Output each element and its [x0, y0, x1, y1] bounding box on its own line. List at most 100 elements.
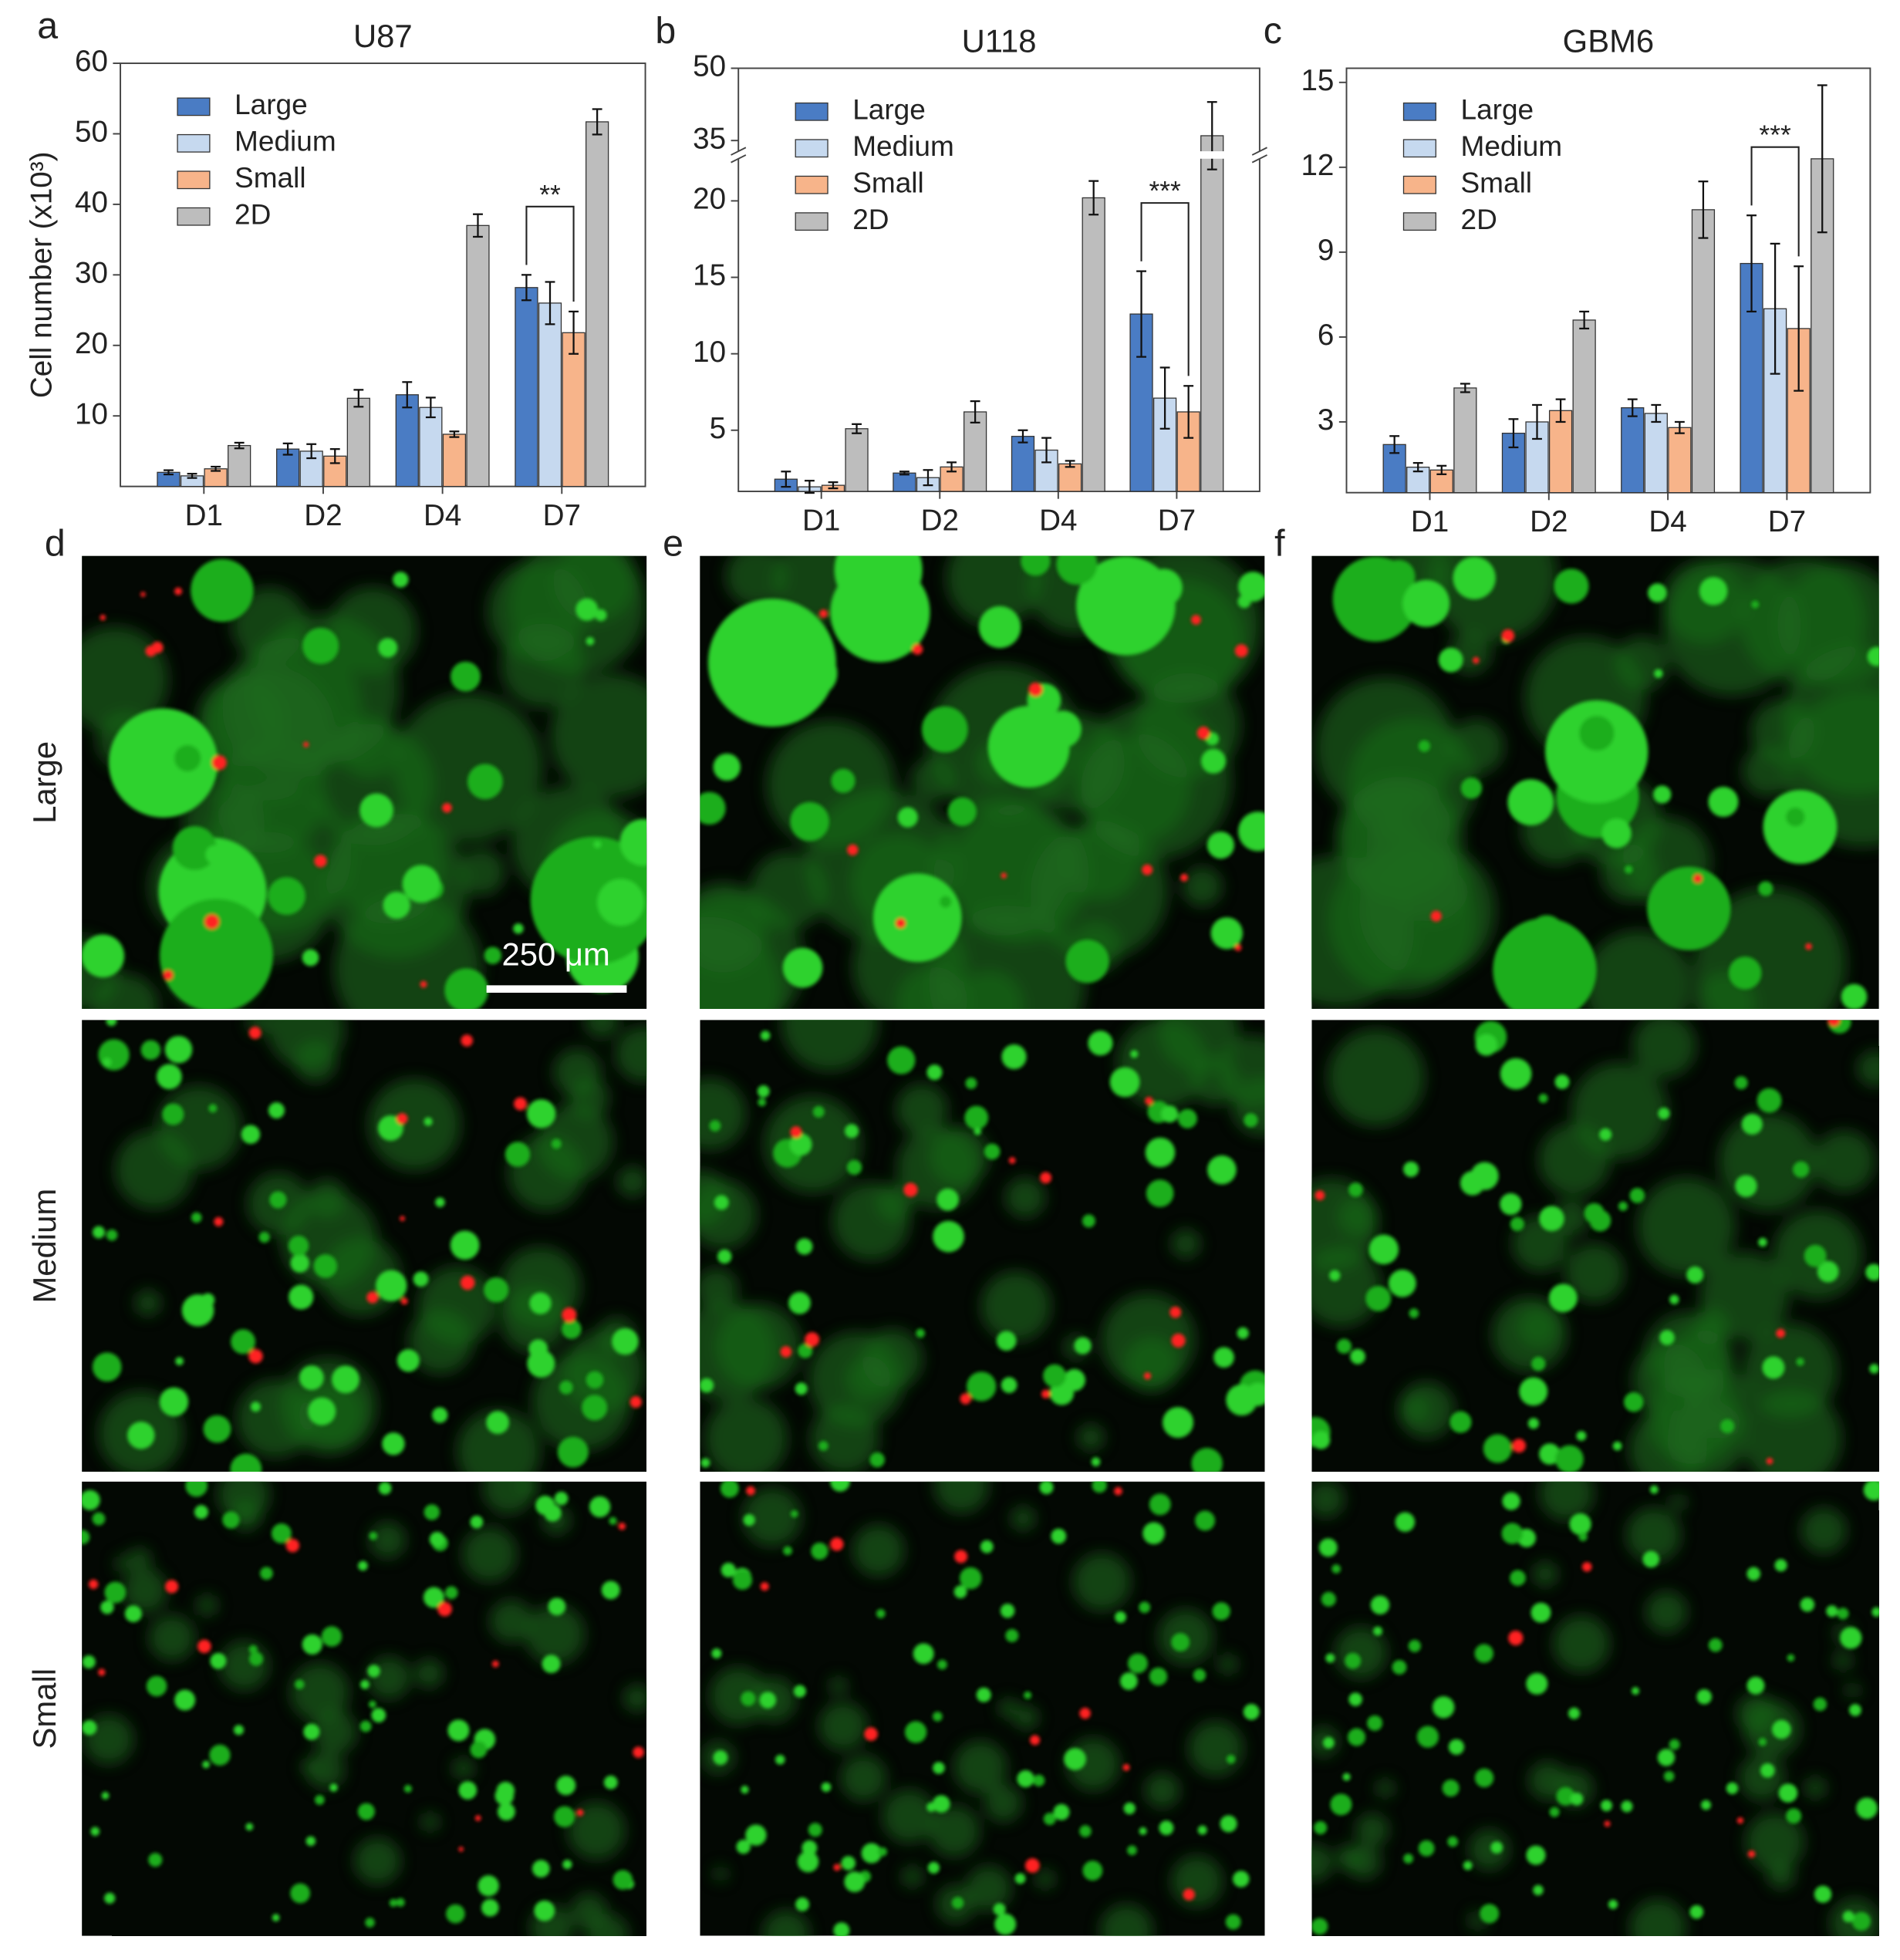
- dead-cell: [1179, 873, 1189, 882]
- cell: [181, 1294, 214, 1327]
- haze-blob: [1099, 1904, 1153, 1936]
- cell: [1021, 555, 1051, 576]
- haze-blob: [1171, 1855, 1223, 1908]
- dead-cell: [197, 1639, 211, 1654]
- cell: [709, 1120, 721, 1132]
- cell: [1220, 1815, 1237, 1833]
- cell: [1502, 1492, 1520, 1510]
- error-bar: [592, 108, 602, 136]
- cell: [937, 1188, 959, 1211]
- y-tick-label: 35: [693, 122, 726, 155]
- dead-cell: [1114, 1486, 1122, 1496]
- cell: [1804, 1244, 1827, 1267]
- cell: [1091, 1457, 1101, 1467]
- cell: [797, 1850, 819, 1873]
- cell: [707, 599, 836, 727]
- cell: [1127, 1653, 1148, 1674]
- micrograph-content: [82, 555, 647, 1009]
- dead-cell: [830, 1537, 844, 1551]
- cell: [964, 1105, 989, 1130]
- cell: [1490, 1841, 1503, 1854]
- cell: [208, 1104, 218, 1113]
- cell: [586, 1371, 604, 1389]
- panel-label: d: [45, 523, 66, 565]
- cell: [1065, 940, 1109, 983]
- cells: [1311, 1481, 1879, 1935]
- cell: [1814, 1885, 1832, 1903]
- axis-break-mark: [731, 147, 747, 156]
- haze-blob: [1564, 1243, 1625, 1303]
- cell: [1409, 1308, 1419, 1318]
- haze-blob: [725, 555, 788, 607]
- cell: [1119, 1672, 1138, 1690]
- dead-cell: [400, 1297, 408, 1305]
- haze-blob: [532, 1352, 631, 1452]
- y-tick-label: 6: [1318, 319, 1334, 352]
- dead-cell: [1024, 1858, 1040, 1873]
- cell: [470, 1515, 484, 1529]
- dead-cell: [833, 1864, 841, 1871]
- dead-cell: [460, 1275, 475, 1290]
- cell: [1556, 1786, 1575, 1806]
- cell: [994, 1913, 1017, 1935]
- cell: [1213, 1347, 1234, 1368]
- axis-break-mark: [1251, 154, 1267, 164]
- cell: [904, 1721, 927, 1743]
- cell: [1774, 1559, 1787, 1572]
- cell: [795, 1382, 808, 1395]
- cell: [876, 1608, 886, 1618]
- cell: [619, 818, 647, 866]
- legend-label: Medium: [1461, 130, 1563, 162]
- cell: [933, 1762, 945, 1774]
- micrograph-content: [1311, 1020, 1879, 1472]
- cell: [332, 1365, 359, 1394]
- haze-blob: [700, 1078, 747, 1151]
- dead-cell: [1191, 615, 1201, 625]
- dead-cell: [1196, 726, 1210, 740]
- row-label: Large: [26, 741, 62, 824]
- cell: [965, 1077, 977, 1089]
- cell: [369, 1531, 378, 1540]
- dead-cell: [1145, 1096, 1153, 1105]
- error-bar: [1746, 214, 1757, 313]
- cell: [1669, 1739, 1680, 1750]
- haze-blob: [1632, 1020, 1696, 1078]
- cell: [795, 1897, 810, 1911]
- dead-cell: [847, 844, 859, 856]
- cell: [1460, 778, 1482, 799]
- error-bar: [1817, 84, 1827, 234]
- y-tick-label: 10: [75, 397, 108, 430]
- cell: [846, 1159, 862, 1176]
- dead-cell: [396, 1112, 408, 1125]
- cell: [1648, 583, 1667, 602]
- cell: [736, 1839, 751, 1854]
- haze-blob: [950, 803, 1089, 943]
- error-bar: [1674, 420, 1685, 434]
- haze-blob: [818, 1702, 868, 1751]
- cell: [1539, 1206, 1564, 1232]
- haze-blob: [1072, 1553, 1131, 1611]
- haze-blob: [764, 1095, 862, 1193]
- x-tick-label: D2: [1530, 505, 1568, 538]
- cell: [303, 1723, 320, 1740]
- cell: [1347, 1728, 1366, 1746]
- cell: [1408, 1639, 1421, 1652]
- haze-blob: [1857, 1050, 1879, 1087]
- cell: [230, 1453, 262, 1472]
- haze-blob: [1311, 1246, 1382, 1327]
- legend-swatch: [795, 139, 829, 158]
- error-bar: [569, 310, 579, 355]
- axis-break-mark: [731, 154, 747, 164]
- cell: [1330, 1793, 1352, 1816]
- cell: [360, 1679, 370, 1689]
- cell: [1526, 1672, 1548, 1695]
- cell: [127, 1422, 155, 1449]
- haze-blob: [840, 1755, 887, 1801]
- cell: [1145, 568, 1183, 607]
- cell: [1033, 1774, 1045, 1786]
- haze-blob: [781, 1020, 879, 1071]
- cell: [833, 1922, 850, 1936]
- dead-cell: [1501, 629, 1515, 643]
- cell: [98, 1039, 130, 1071]
- dead-cell: [1314, 1190, 1325, 1201]
